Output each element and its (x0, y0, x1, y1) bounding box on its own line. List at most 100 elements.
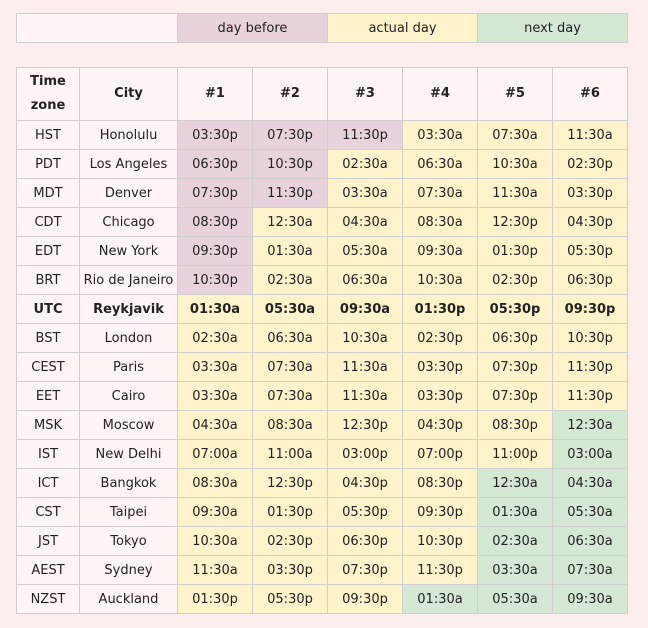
time-cell: 03:00a (552, 439, 628, 469)
time-cell: 03:30p (177, 120, 253, 150)
time-cell: 09:30p (552, 294, 628, 324)
table-row: CEST Paris 03:30a 07:30a 11:30a 03:30p 07:30p 1… (16, 352, 628, 382)
header-time-zone: Time zone (16, 67, 80, 121)
time-cell: 07:30p (252, 120, 328, 150)
time-cell: 03:30a (177, 381, 253, 411)
time-cell: 02:30a (327, 149, 403, 179)
time-cell: 07:30a (252, 352, 328, 382)
time-cell: 03:30a (327, 178, 403, 208)
header-slot-5: #5 (477, 67, 553, 121)
time-cell: 09:30p (177, 236, 253, 266)
time-zone-cell: BRT (16, 265, 80, 295)
time-cell: 12:30a (477, 468, 553, 498)
time-cell: 01:30a (477, 497, 553, 527)
time-cell: 03:30a (177, 352, 253, 382)
legend-actual-day: actual day (327, 13, 478, 43)
time-zone-cell: AEST (16, 555, 80, 585)
city-cell: Reykjavik (79, 294, 178, 324)
time-cell: 11:30p (552, 352, 628, 382)
time-cell: 05:30a (477, 584, 553, 614)
time-cell: 02:30a (252, 265, 328, 295)
time-zone-cell: IST (16, 439, 80, 469)
table-row: CDT Chicago 08:30p 12:30a 04:30a 08:30a 12:30p… (16, 207, 628, 237)
time-cell: 11:30p (552, 381, 628, 411)
time-cell: 03:30p (552, 178, 628, 208)
time-cell: 03:30p (402, 352, 478, 382)
time-cell: 05:30a (552, 497, 628, 527)
city-cell: Auckland (79, 584, 178, 614)
time-cell: 04:30p (327, 468, 403, 498)
time-cell: 01:30a (177, 294, 253, 324)
time-cell: 02:30a (177, 323, 253, 353)
time-cell: 02:30p (552, 149, 628, 179)
time-cell: 10:30p (252, 149, 328, 179)
table-body: HST Honolulu 03:30p 07:30p 11:30p 03:30a 07:30… (16, 120, 628, 614)
time-cell: 02:30a (477, 526, 553, 556)
time-cell: 08:30a (402, 207, 478, 237)
time-cell: 11:30a (327, 352, 403, 382)
header-slot-3: #3 (327, 67, 403, 121)
time-cell: 05:30p (477, 294, 553, 324)
time-zone-cell: EET (16, 381, 80, 411)
time-cell: 02:30p (402, 323, 478, 353)
table-row: BST London 02:30a 06:30a 10:30a 02:30p 06:30p 1… (16, 323, 628, 353)
time-cell: 02:30p (252, 526, 328, 556)
time-cell: 11:30a (177, 555, 253, 585)
time-cell: 10:30a (327, 323, 403, 353)
city-cell: Chicago (79, 207, 178, 237)
header-time-zone-word-1: Time (30, 74, 66, 89)
time-cell: 10:30a (177, 526, 253, 556)
time-cell: 05:30a (327, 236, 403, 266)
table-row: EDT New York 09:30p 01:30a 05:30a 09:30a 01:30… (16, 236, 628, 266)
time-cell: 02:30p (477, 265, 553, 295)
table-row: JST Tokyo 10:30a 02:30p 06:30p 10:30p 02:30a 06… (16, 526, 628, 556)
table-row: NZST Auckland 01:30p 05:30p 09:30p 01:30a 05:3… (16, 584, 628, 614)
header-city: City (79, 67, 178, 121)
city-cell: London (79, 323, 178, 353)
day-legend: day before actual day next day (16, 13, 628, 43)
time-cell: 06:30p (477, 323, 553, 353)
header-time-zone-word-2: zone (30, 98, 66, 113)
time-cell: 05:30a (252, 294, 328, 324)
time-zone-cell: MDT (16, 178, 80, 208)
time-cell: 10:30a (477, 149, 553, 179)
time-zone-cell: CST (16, 497, 80, 527)
time-cell: 01:30a (402, 584, 478, 614)
time-cell: 03:30a (477, 555, 553, 585)
table-row: CST Taipei 09:30a 01:30p 05:30p 09:30p 01:30a 0… (16, 497, 628, 527)
time-cell: 09:30a (552, 584, 628, 614)
time-cell: 05:30p (327, 497, 403, 527)
table-row: EET Cairo 03:30a 07:30a 11:30a 03:30p 07:30p 11… (16, 381, 628, 411)
table-row: IST New Delhi 07:00a 11:00a 03:00p 07:00p 11:0… (16, 439, 628, 469)
time-cell: 12:30a (552, 410, 628, 440)
table-row: UTC Reykjavik 01:30a 05:30a 09:30a 01:30p 05:3… (16, 294, 628, 324)
time-cell: 07:30p (477, 352, 553, 382)
time-cell: 07:00p (402, 439, 478, 469)
city-cell: Moscow (79, 410, 178, 440)
time-cell: 08:30a (177, 468, 253, 498)
time-cell: 11:00a (252, 439, 328, 469)
time-cell: 11:30a (477, 178, 553, 208)
time-cell: 08:30p (477, 410, 553, 440)
time-cell: 03:00p (327, 439, 403, 469)
table-header-row: Time zone City #1 #2 #3 #4 #5 #6 (16, 67, 628, 121)
table-row: MDT Denver 07:30p 11:30p 03:30a 07:30a 11:30a 0… (16, 178, 628, 208)
header-slot-4: #4 (402, 67, 478, 121)
time-zone-cell: EDT (16, 236, 80, 266)
time-cell: 12:30a (252, 207, 328, 237)
table-row: HST Honolulu 03:30p 07:30p 11:30p 03:30a 07:30… (16, 120, 628, 150)
city-cell: Bangkok (79, 468, 178, 498)
time-cell: 03:30a (402, 120, 478, 150)
table-row: PDT Los Angeles 06:30p 10:30p 02:30a 06:30a 10… (16, 149, 628, 179)
time-cell: 03:30p (402, 381, 478, 411)
time-cell: 05:30p (252, 584, 328, 614)
time-cell: 07:00a (177, 439, 253, 469)
time-cell: 12:30p (477, 207, 553, 237)
time-cell: 07:30a (477, 120, 553, 150)
city-cell: New Delhi (79, 439, 178, 469)
time-zone-cell: BST (16, 323, 80, 353)
time-cell: 05:30p (552, 236, 628, 266)
time-cell: 09:30a (327, 294, 403, 324)
table-row: ICT Bangkok 08:30a 12:30p 04:30p 08:30p 12:30a… (16, 468, 628, 498)
time-cell: 10:30a (402, 265, 478, 295)
